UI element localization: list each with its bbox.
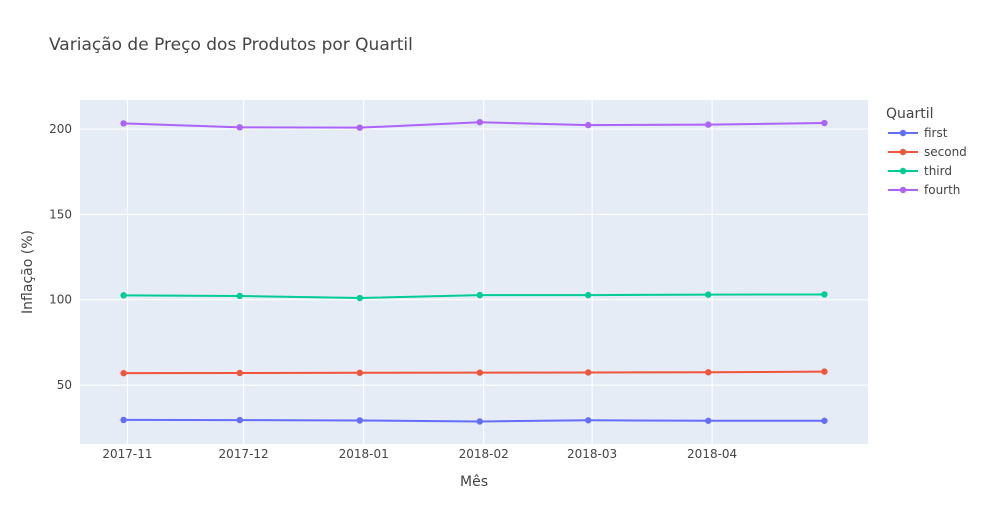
- data-point-second[interactable]: [120, 369, 127, 377]
- data-point-fourth[interactable]: [585, 121, 592, 129]
- data-point-second[interactable]: [356, 369, 363, 377]
- x-tick-label: 2017-12: [219, 447, 269, 461]
- legend-item-fourth[interactable]: fourth: [924, 183, 960, 197]
- legend-marker-second: [899, 148, 907, 156]
- data-point-first[interactable]: [476, 418, 484, 425]
- legend-item-third[interactable]: third: [924, 164, 952, 178]
- data-point-first[interactable]: [236, 416, 243, 424]
- x-axis-title: Mês: [460, 474, 488, 490]
- y-tick-label: 200: [49, 122, 72, 136]
- legend-marker-fourth: [899, 186, 907, 194]
- data-point-first[interactable]: [120, 416, 127, 424]
- data-point-first[interactable]: [705, 417, 712, 424]
- x-tick-label: 2018-02: [459, 447, 509, 461]
- series-layer: [120, 118, 828, 425]
- x-tick-label: 2018-03: [567, 447, 617, 461]
- data-point-fourth[interactable]: [705, 121, 712, 128]
- data-point-fourth[interactable]: [356, 124, 363, 131]
- data-point-third[interactable]: [705, 291, 712, 298]
- y-tick-label: 150: [49, 207, 72, 221]
- data-point-second[interactable]: [476, 369, 484, 376]
- data-point-third[interactable]: [585, 291, 592, 299]
- data-point-second[interactable]: [585, 369, 592, 376]
- x-tick-label: 2018-01: [339, 447, 389, 461]
- x-tick-label: 2017-11: [102, 447, 152, 461]
- data-point-fourth[interactable]: [821, 119, 828, 127]
- legend: Quartil first second third fourth: [886, 106, 967, 197]
- legend-marker-first: [899, 129, 907, 137]
- y-axis-ticks: 50 100 150 200: [49, 122, 72, 392]
- data-point-third[interactable]: [236, 292, 243, 300]
- data-point-second[interactable]: [236, 369, 243, 377]
- data-point-fourth[interactable]: [120, 120, 127, 127]
- data-point-first[interactable]: [585, 417, 592, 424]
- y-axis-title: Inflação (%): [20, 230, 36, 314]
- legend-marker-third: [899, 167, 907, 175]
- legend-title: Quartil: [886, 106, 934, 122]
- chart-title: Variação de Preço dos Produtos por Quart…: [49, 35, 413, 55]
- y-tick-label: 50: [57, 378, 72, 392]
- data-point-first[interactable]: [821, 417, 828, 424]
- x-axis-ticks: 2017-11 2017-12 2018-01 2018-02 2018-03 2018-…: [102, 447, 737, 461]
- data-point-third[interactable]: [356, 294, 363, 302]
- x-tick-label: 2018-04: [687, 447, 737, 461]
- legend-item-second[interactable]: second: [924, 145, 967, 159]
- legend-item-first[interactable]: first: [924, 126, 948, 140]
- data-point-second[interactable]: [821, 368, 828, 375]
- data-point-fourth[interactable]: [476, 118, 484, 126]
- data-point-third[interactable]: [821, 291, 828, 298]
- data-point-third[interactable]: [120, 292, 127, 299]
- data-point-fourth[interactable]: [236, 124, 243, 131]
- data-point-third[interactable]: [476, 291, 484, 299]
- plot-area: [80, 100, 868, 444]
- data-point-first[interactable]: [356, 417, 363, 424]
- y-tick-label: 100: [49, 293, 72, 307]
- data-point-second[interactable]: [705, 369, 712, 376]
- gridlines: [80, 100, 868, 444]
